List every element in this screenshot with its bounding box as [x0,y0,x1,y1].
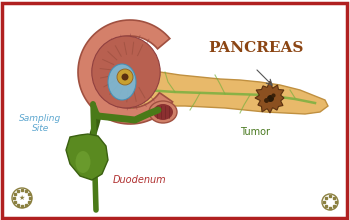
Ellipse shape [92,36,160,108]
Ellipse shape [108,64,136,100]
Ellipse shape [76,151,91,173]
Text: Duodenum: Duodenum [113,175,167,185]
Ellipse shape [149,101,177,123]
Circle shape [121,73,128,81]
Circle shape [117,69,133,85]
Text: Sampling
Site: Sampling Site [19,114,61,133]
Text: Tumor: Tumor [240,127,270,137]
Ellipse shape [153,104,173,120]
Text: PANCREAS: PANCREAS [208,41,303,55]
Polygon shape [78,20,173,124]
Polygon shape [95,62,328,114]
Polygon shape [66,134,108,180]
Text: ★: ★ [19,195,25,201]
Polygon shape [255,81,284,113]
